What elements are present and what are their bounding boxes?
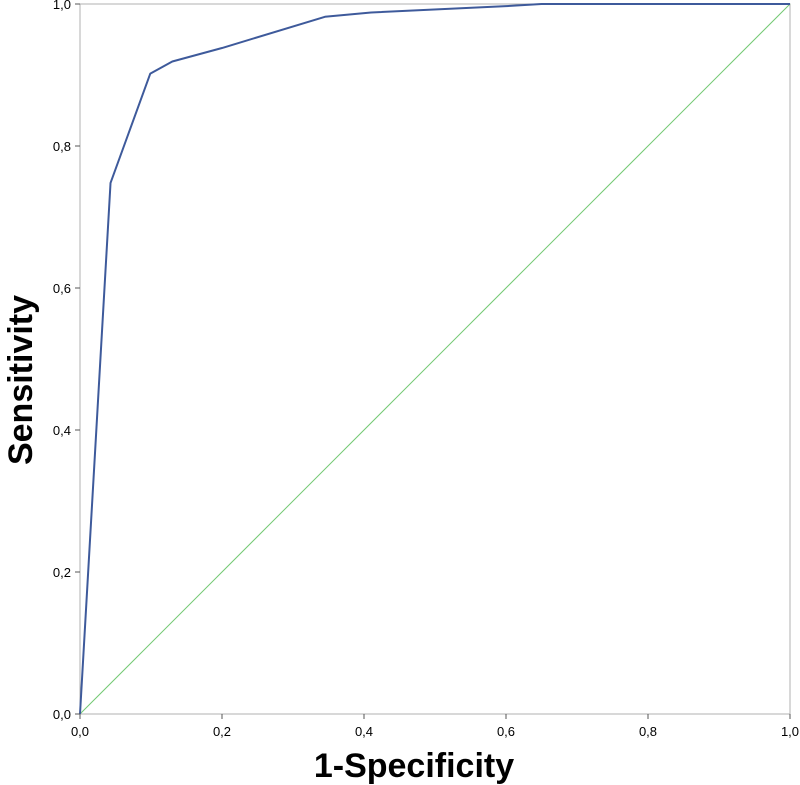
- roc-curve-line: [79, 3, 790, 715]
- x-tick-label: 0,8: [639, 724, 657, 739]
- y-tick-label: 0,2: [53, 565, 71, 580]
- plot-frame: [79, 3, 791, 715]
- series-layer: [79, 3, 791, 715]
- y-tick-label: 0,0: [53, 707, 71, 722]
- x-tick-label: 0,4: [355, 724, 373, 739]
- plot-border: [79, 3, 791, 715]
- y-axis-ticks: 0,0 0,2 0,4 0,6 0,8 1,0: [53, 0, 80, 722]
- y-tick-label: 1,0: [53, 0, 71, 12]
- x-tick-label: 0,2: [213, 724, 231, 739]
- reference-diagonal-line: [79, 3, 791, 715]
- x-axis-ticks: 0,0 0,2 0,4 0,6 0,8 1,0: [71, 714, 799, 739]
- y-axis-title: Sensitivity: [2, 295, 40, 465]
- y-tick-label: 0,8: [53, 139, 71, 154]
- x-tick-label: 0,0: [71, 724, 89, 739]
- x-tick-label: 0,6: [497, 724, 515, 739]
- x-axis-title: 1-Specificity: [314, 747, 514, 785]
- y-tick-label: 0,4: [53, 423, 71, 438]
- y-tick-label: 0,6: [53, 281, 71, 296]
- x-tick-label: 1,0: [781, 724, 799, 739]
